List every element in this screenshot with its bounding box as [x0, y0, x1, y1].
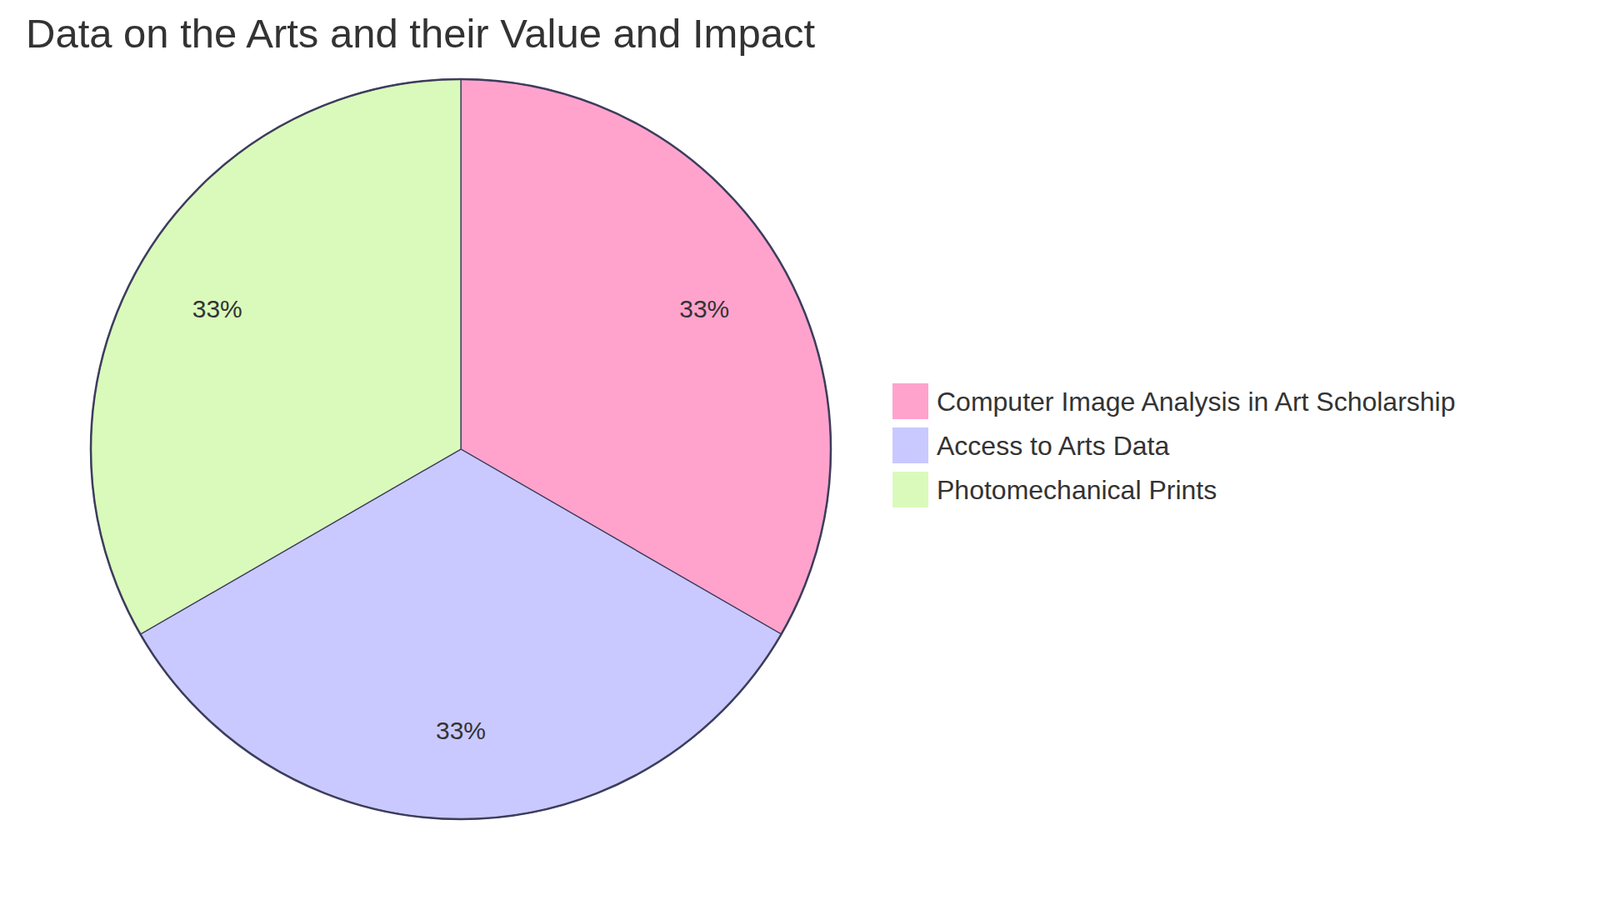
legend-item: Access to Arts Data	[892, 427, 1170, 464]
pie-outline	[90, 79, 831, 820]
chart-title: Data on the Arts and their Value and Imp…	[25, 10, 815, 56]
legend-item: Computer Image Analysis in Art Scholarsh…	[892, 383, 1456, 420]
pie-slice	[90, 79, 461, 635]
data-label: 33%	[435, 716, 486, 745]
legend-swatch	[892, 383, 929, 420]
legend: Computer Image Analysis in Art Scholarsh…	[892, 383, 1456, 508]
pie: 33% 33% 33%	[90, 79, 831, 820]
chart: Data on the Arts and their Value and Imp…	[0, 0, 1600, 900]
data-label: 33%	[679, 295, 730, 323]
legend-swatch	[892, 427, 929, 464]
legend-item: Photomechanical Prints	[892, 471, 1217, 508]
legend-label: Access to Arts Data	[936, 430, 1170, 461]
data-label: 33%	[192, 295, 243, 323]
legend-swatch	[892, 471, 929, 508]
legend-label: Photomechanical Prints	[936, 475, 1217, 505]
legend-label: Computer Image Analysis in Art Scholarsh…	[936, 386, 1456, 417]
